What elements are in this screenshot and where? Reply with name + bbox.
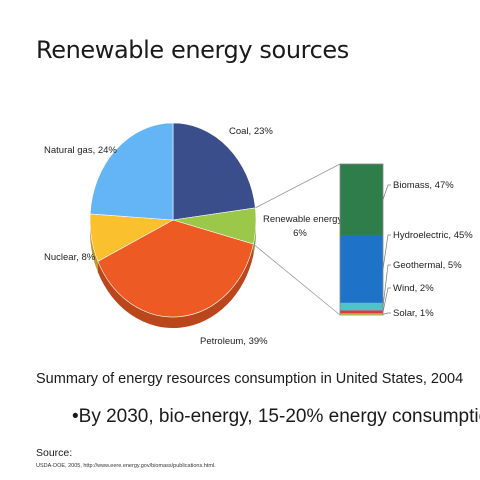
bar-leader-solar [382, 312, 391, 315]
bar-segment-biomass [340, 164, 383, 235]
bar-label-geothermal: Geothermal, 5% [393, 260, 462, 271]
bar-label-hydroelectric: Hydroelectric, 45% [393, 230, 473, 241]
bar-segment-solar [340, 313, 383, 315]
source-citation: USDA-DOE, 2005, http://www.eere.energy.g… [36, 463, 216, 469]
bullet-point: •By 2030, bio-energy, 15-20% energy cons… [72, 406, 480, 427]
pie-label-coal-23: Coal, 23% [229, 126, 273, 137]
bar-label-solar: Solar, 1% [393, 308, 434, 319]
bar-label-wind: Wind, 2% [393, 283, 434, 294]
bar-leader-geothermal [382, 264, 391, 307]
pie-label-renewable-energy: Renewable energy, [263, 214, 344, 225]
connector-bottom-line [253, 243, 341, 316]
bar-segment-wind [340, 310, 383, 314]
pie-label-6: 6% [293, 228, 307, 239]
bar-outline [339, 163, 384, 316]
pie-side-petroleum [97, 244, 254, 328]
pie-label-natural-gas-24: Natural gas, 24% [44, 145, 117, 156]
pie-slice-natural-gas [89, 122, 174, 221]
bar-leader-biomass [382, 184, 391, 200]
bar-leader-hydroelectric [382, 234, 391, 269]
bar-label-biomass: Biomass, 47% [393, 180, 454, 191]
source-label: Source: [36, 447, 73, 459]
energy-chart: Coal, 23% Renewable energy, 6% Petroleum, 3… [44, 122, 473, 347]
bar-segment-geothermal [340, 302, 383, 311]
pie-slice-petroleum [97, 219, 254, 318]
pie-label-nuclear-8: Nuclear, 8% [44, 252, 96, 263]
pie-side-nuclear [89, 220, 98, 273]
chart-summary: Summary of energy resources consumption … [36, 371, 464, 387]
slide-title: Renewable energy sources [36, 36, 349, 64]
pie-label-petroleum-39: Petroleum, 39% [200, 336, 268, 347]
connector-top-line [255, 163, 341, 209]
pie-slice-coal [172, 122, 256, 221]
bar-leader-wind [382, 287, 391, 313]
bar-segment-hydroelectric [340, 234, 383, 303]
